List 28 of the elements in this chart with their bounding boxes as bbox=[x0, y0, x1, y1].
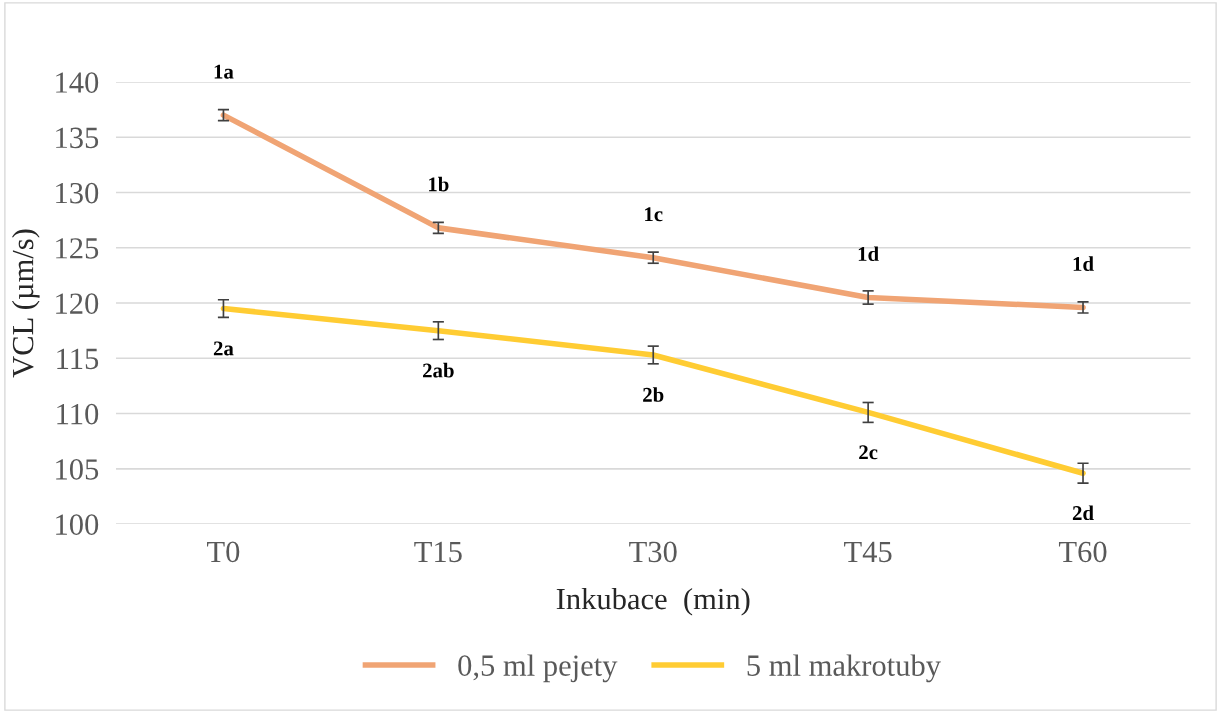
legend-label: 5 ml makrotuby bbox=[747, 654, 941, 683]
y-tick-label: 125 bbox=[56, 238, 99, 259]
annotation: 1c bbox=[645, 207, 663, 222]
annotation: 2b bbox=[643, 387, 664, 402]
x-tick-label: T60 bbox=[1058, 541, 1107, 563]
annotation: 2d bbox=[1072, 505, 1094, 521]
y-tick-label: 130 bbox=[56, 182, 99, 204]
annotation: 1b bbox=[429, 176, 449, 192]
x-axis-title: Inkubace (min) bbox=[556, 587, 750, 616]
x-tick-label: T0 bbox=[207, 541, 240, 563]
annotation: 2c bbox=[859, 445, 878, 460]
y-tick-label: 110 bbox=[57, 403, 99, 425]
y-tick-label: 135 bbox=[56, 127, 99, 149]
y-tick-label: 120 bbox=[56, 293, 99, 314]
y-tick-label: 140 bbox=[56, 72, 99, 93]
legend-label: 0,5 ml pejety bbox=[458, 654, 618, 683]
annotation: 2ab bbox=[423, 362, 454, 378]
annotation: 2a bbox=[213, 341, 234, 356]
annotation: 1a bbox=[214, 64, 234, 79]
y-tick-label: 100 bbox=[56, 514, 99, 535]
x-tick-label: T30 bbox=[629, 541, 677, 563]
y-axis-title: VCL (µm/s) bbox=[11, 229, 40, 378]
y-tick-label: 115 bbox=[57, 348, 99, 370]
y-tick-label: 105 bbox=[56, 459, 99, 480]
x-tick-label: T15 bbox=[414, 541, 462, 563]
annotation: 1d bbox=[858, 246, 879, 262]
x-tick-label: T45 bbox=[844, 541, 892, 563]
annotation: 1d bbox=[1073, 256, 1094, 271]
